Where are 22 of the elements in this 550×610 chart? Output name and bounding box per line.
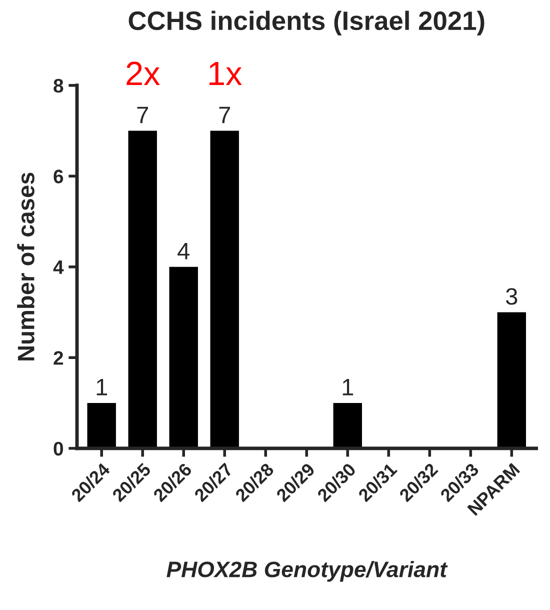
chart-title: CCHS incidents (Israel 2021) [128, 10, 484, 36]
y-axis-title: Number of cases [17, 172, 34, 360]
annotation: 1x [210, 62, 242, 85]
data-label: 1 [342, 379, 354, 396]
bar [128, 130, 157, 448]
bar [497, 312, 526, 448]
bar [333, 402, 362, 448]
data-label: 1 [96, 379, 108, 396]
bar [169, 266, 198, 448]
bar [210, 130, 239, 448]
bar [87, 402, 116, 448]
y-tick-label: 2 [54, 351, 64, 365]
annotation: 2x [126, 62, 160, 85]
y-tick-label: 8 [54, 78, 64, 93]
y-tick-label: 4 [53, 260, 64, 274]
y-tick-label: 6 [54, 170, 64, 184]
data-label: 7 [137, 106, 148, 124]
y-tick-label: 0 [54, 442, 64, 456]
data-label: 7 [219, 106, 230, 124]
data-label: 4 [178, 242, 190, 260]
data-label: 3 [506, 288, 518, 305]
x-axis-title: PHOX2B Genotype/Variant [166, 560, 448, 582]
